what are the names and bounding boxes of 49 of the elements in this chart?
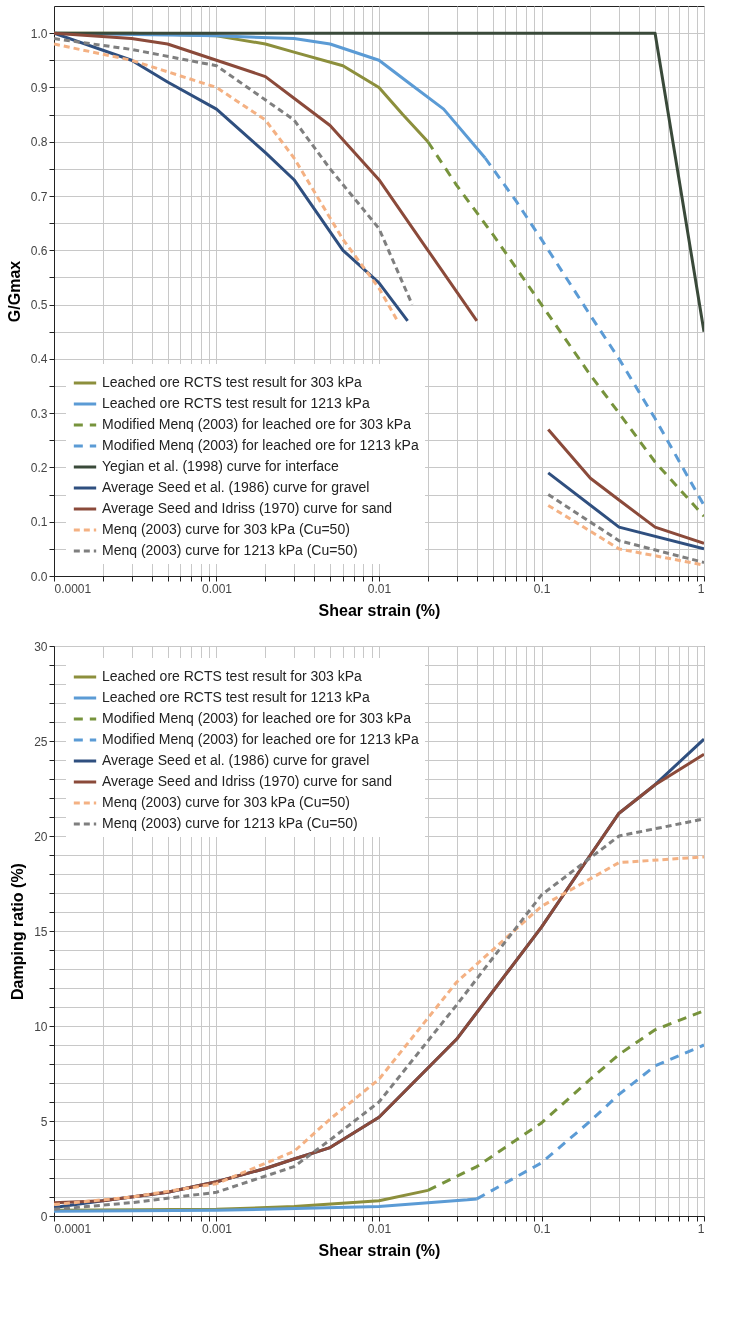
legend-label: Average Seed and Idriss (1970) curve for sand	[102, 500, 393, 516]
legend-label: Menq (2003) curve for 303 kPa (Cu=50)	[102, 794, 350, 810]
x-tick-label: 0.0001	[54, 1221, 92, 1236]
x-tick-label: 0.001	[201, 1221, 233, 1236]
legend-label: Menq (2003) curve for 1213 kPa (Cu=50)	[102, 815, 358, 831]
y-tick-label: 0.3	[30, 406, 48, 421]
y-tick-label: 20	[34, 829, 48, 844]
y-tick-label: 1.0	[30, 26, 48, 41]
y-tick-label: 0.7	[30, 189, 48, 204]
x-tick-label: 0.001	[201, 581, 233, 596]
legend-label: Menq (2003) curve for 303 kPa (Cu=50)	[102, 521, 350, 537]
legend-label: Menq (2003) curve for 1213 kPa (Cu=50)	[102, 542, 358, 558]
x-axis-title: Shear strain (%)	[318, 601, 441, 619]
y-tick-label: 30	[34, 639, 48, 654]
legend-label: Modified Menq (2003) for leached ore for 1213 kPa	[102, 437, 419, 453]
y-tick-label: 0.8	[30, 135, 48, 150]
y-tick-label: 0.1	[30, 515, 48, 530]
legend-label: Modified Menq (2003) for leached ore for 1213 kPa	[102, 731, 419, 747]
y-tick-label: 0.9	[30, 80, 48, 95]
y-tick-label: 0.4	[30, 352, 48, 367]
legend-label: Yegian et al. (1998) curve for interface	[102, 458, 340, 474]
y-tick-label: 15	[34, 924, 48, 939]
y-tick-label: 0.6	[30, 243, 48, 258]
legend-label: Average Seed et al. (1986) curve for gravel	[102, 479, 370, 495]
legend-label: Leached ore RCTS test result for 1213 kPa	[102, 395, 370, 411]
x-tick-label: 0.0001	[54, 581, 92, 596]
y-axis-title: G/Gmax	[5, 260, 23, 323]
y-axis-title: Damping ratio (%)	[9, 863, 27, 1000]
x-tick-label: 0.01	[367, 581, 392, 596]
y-tick-label: 5	[40, 1114, 48, 1129]
legend-label: Leached ore RCTS test result for 303 kPa	[102, 374, 363, 390]
legend-label: Leached ore RCTS test result for 1213 kPa	[102, 689, 370, 705]
y-tick-label: 0.2	[30, 460, 48, 475]
x-tick-label: 1	[697, 1221, 705, 1236]
y-tick-label: 0.0	[30, 569, 48, 584]
legend-label: Leached ore RCTS test result for 303 kPa	[102, 668, 363, 684]
legend-label: Average Seed et al. (1986) curve for gravel	[102, 752, 370, 768]
x-tick-label: 0.1	[533, 1221, 551, 1236]
y-tick-label: 10	[34, 1019, 48, 1034]
legend-label: Modified Menq (2003) for leached ore for 303 kPa	[102, 710, 412, 726]
y-tick-label: 25	[34, 734, 48, 749]
x-tick-label: 0.01	[367, 1221, 392, 1236]
x-tick-label: 0.1	[533, 581, 551, 596]
legend-label: Modified Menq (2003) for leached ore for 303 kPa	[102, 416, 412, 432]
x-axis-title: Shear strain (%)	[318, 1241, 441, 1259]
legend-label: Average Seed and Idriss (1970) curve for sand	[102, 773, 393, 789]
y-tick-label: 0.5	[30, 298, 48, 313]
x-tick-label: 1	[697, 581, 705, 596]
y-tick-label: 0	[40, 1209, 48, 1224]
